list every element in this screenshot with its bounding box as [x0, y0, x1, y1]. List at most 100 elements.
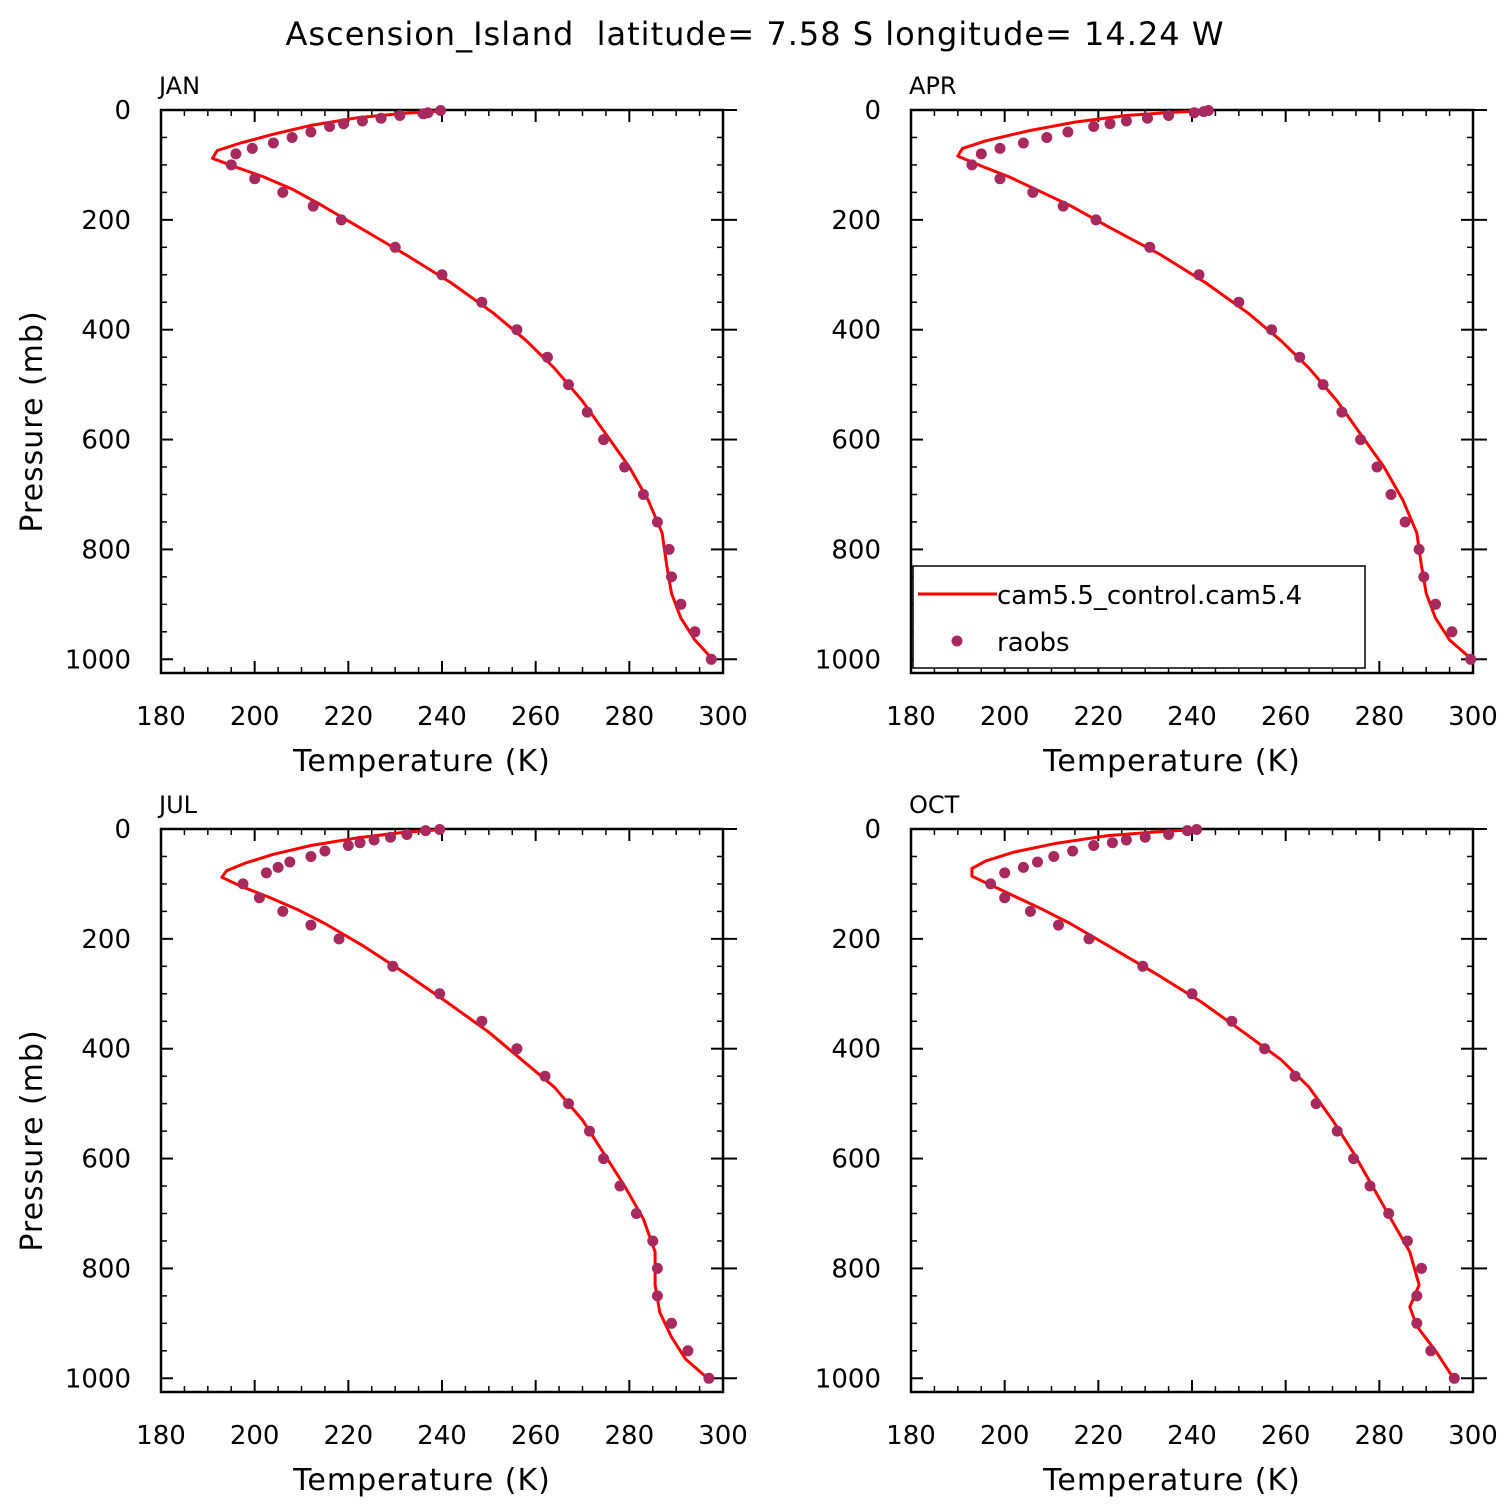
obs-point — [1032, 856, 1043, 868]
obs-point — [647, 1235, 659, 1247]
y-tick-label: 400 — [831, 1035, 881, 1065]
obs-point — [1090, 214, 1102, 226]
obs-point — [277, 905, 289, 917]
obs-point — [420, 825, 432, 837]
obs-point — [1083, 933, 1095, 945]
obs-point — [666, 571, 677, 583]
obs-point — [1226, 1015, 1238, 1027]
obs-point — [249, 173, 261, 185]
obs-point — [584, 1125, 595, 1137]
panel-jan: 180 200 220 240 260 280 300 0 200 400 600 800 1000 JA… — [15, 72, 748, 779]
obs-point — [637, 489, 649, 500]
x-tick-label: 280 — [605, 702, 655, 732]
panel-oct: 180 200 220 240 260 280 300 0 200 400 600 800 1000 OC… — [815, 791, 1498, 1498]
y-tick-label: 0 — [114, 815, 131, 845]
plot-data — [220, 829, 710, 1381]
obs-point — [1027, 186, 1039, 198]
y-tick-label: 1000 — [65, 645, 131, 675]
obs-point — [1355, 434, 1367, 446]
obs-point — [663, 543, 675, 555]
panel-label: JUL — [157, 791, 198, 819]
model-line — [970, 829, 1456, 1381]
obs-point — [1364, 1180, 1376, 1192]
panel-label: JAN — [157, 72, 200, 100]
obs-point — [975, 148, 987, 160]
x-tick-label: 260 — [1261, 1421, 1311, 1451]
obs-point — [994, 142, 1006, 154]
obs-point — [338, 118, 350, 130]
x-axis-label: Temperature (K) — [292, 744, 551, 779]
obs-point — [985, 878, 997, 890]
y-tick-label: 800 — [831, 535, 881, 565]
obs-point — [1416, 1262, 1427, 1274]
obs-point — [476, 1015, 488, 1027]
y-tick-label: 600 — [831, 426, 881, 456]
obs-point — [1120, 115, 1132, 127]
obs-point — [237, 878, 249, 890]
obs-point — [541, 351, 553, 363]
y-tick-label: 0 — [114, 96, 131, 126]
obs-point — [563, 1098, 574, 1110]
figure-title: Ascension_Island latitude= 7.58 S longit… — [286, 15, 1225, 53]
obs-point — [563, 379, 574, 391]
obs-point — [356, 115, 368, 127]
obs-point — [1198, 106, 1210, 118]
y-tick-label: 1000 — [815, 645, 881, 675]
obs-point — [1266, 324, 1278, 336]
obs-point — [1446, 626, 1458, 638]
y-tick-label: 600 — [81, 426, 131, 456]
obs-point — [476, 296, 488, 308]
x-axis-label: Temperature (K) — [1042, 744, 1301, 779]
obs-point — [305, 851, 317, 862]
x-tick-label: 240 — [417, 702, 467, 732]
y-tick-label: 0 — [864, 96, 881, 126]
y-tick-label: 200 — [831, 925, 881, 955]
obs-point — [1193, 269, 1205, 281]
obs-point — [1348, 1153, 1360, 1165]
y-tick-label: 600 — [831, 1145, 881, 1175]
obs-point — [1371, 461, 1383, 473]
obs-point — [1425, 1345, 1437, 1357]
x-tick-label: 300 — [698, 702, 748, 732]
obs-point — [1383, 1208, 1395, 1219]
model-line — [220, 829, 710, 1381]
obs-point — [1191, 824, 1203, 835]
y-tick-label: 1000 — [815, 1364, 881, 1394]
y-tick-label: 200 — [81, 925, 131, 955]
obs-point — [1181, 825, 1193, 837]
obs-point — [614, 1180, 626, 1192]
obs-point — [1336, 406, 1348, 418]
y-axis-label: Pressure (mb) — [15, 1029, 50, 1251]
obs-point — [1017, 861, 1029, 873]
obs-point — [1465, 653, 1477, 665]
panel-apr: 180 200 220 240 260 280 300 0 200 400 600 800 1000 AP… — [815, 72, 1498, 779]
panel-label: OCT — [909, 791, 960, 819]
obs-point — [1289, 1070, 1301, 1082]
x-axis-label: Temperature (K) — [292, 1463, 551, 1498]
obs-point — [307, 200, 319, 212]
x-tick-label: 300 — [1448, 1421, 1498, 1451]
obs-point — [1142, 112, 1153, 124]
panels: 180 200 220 240 260 280 300 0 200 400 600 800 1000 JA… — [15, 72, 1498, 1498]
obs-point — [1104, 118, 1116, 130]
obs-point — [284, 856, 296, 868]
obs-point — [246, 142, 258, 154]
obs-point — [267, 137, 279, 149]
obs-point — [1188, 107, 1200, 119]
x-tick-label: 240 — [417, 1421, 467, 1451]
obs-point — [1317, 379, 1329, 391]
obs-point — [260, 867, 272, 879]
legend: cam5.5_control.cam5.4 raobs — [912, 565, 1366, 669]
obs-point — [1041, 132, 1053, 143]
obs-point — [401, 829, 413, 840]
obs-point — [305, 126, 317, 138]
obs-point — [1017, 137, 1029, 149]
obs-point — [539, 1070, 551, 1082]
y-tick-label: 800 — [831, 1254, 881, 1284]
obs-point — [1401, 1235, 1413, 1247]
x-tick-label: 200 — [230, 1421, 280, 1451]
obs-point — [689, 626, 701, 638]
obs-point — [436, 269, 448, 281]
x-tick-label: 200 — [980, 702, 1030, 732]
